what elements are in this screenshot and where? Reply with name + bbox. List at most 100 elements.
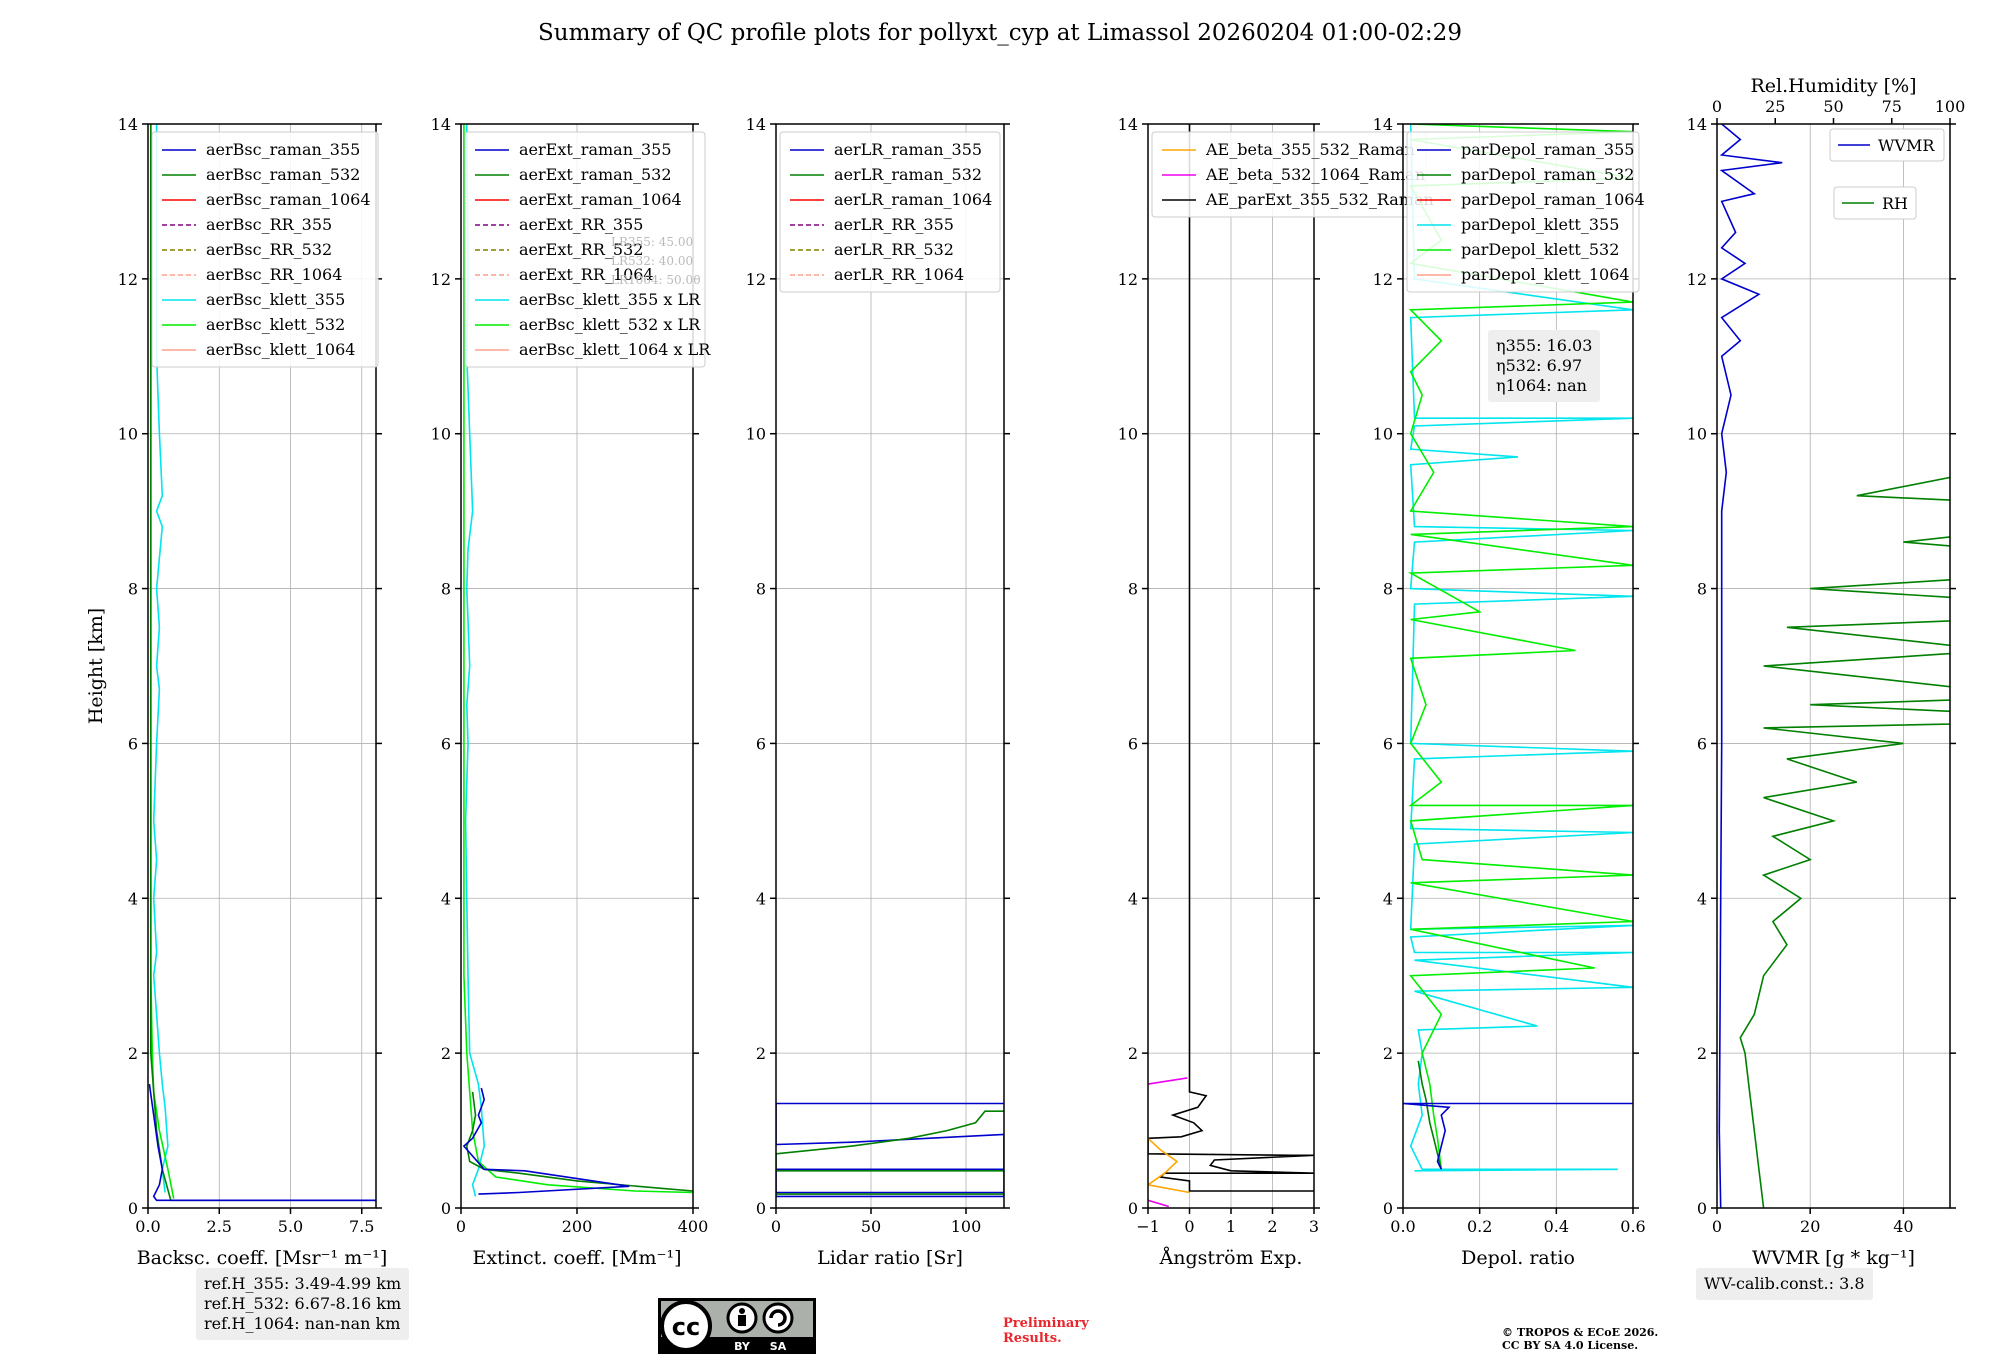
xtick-label: 0.6	[1620, 1217, 1645, 1236]
ytick-label: 0	[1128, 1199, 1138, 1218]
legend-box	[464, 131, 706, 368]
ytick-label: 0	[1383, 1199, 1393, 1218]
xtick-label: 0	[771, 1217, 781, 1236]
axes-frame	[1716, 123, 1951, 1209]
top-xtick-label: 50	[1823, 97, 1843, 116]
legend-entry: aerBsc_RR_355	[206, 215, 332, 234]
copyright-line-1: © TROPOS & ECoE 2026.	[1502, 1326, 1659, 1339]
xtick-label: 0.2	[1467, 1217, 1492, 1236]
ytick-label: 8	[128, 580, 138, 599]
ref-height-1064: ref.H_1064: nan-nan km	[204, 1314, 401, 1333]
x-axis-label: Depol. ratio	[1461, 1247, 1575, 1269]
legend-entry: aerBsc_raman_1064	[206, 190, 371, 209]
eta-annotation-box: η355: 16.03 η532: 6.97 η1064: nan	[1488, 330, 1601, 402]
eta-1064: η1064: nan	[1496, 376, 1587, 395]
legend-entry: WVMR	[1878, 136, 1935, 155]
series-AE_beta_532_1064_Raman_low	[1148, 1199, 1170, 1208]
ytick-label: 6	[756, 734, 766, 753]
ytick-label: 0	[128, 1199, 138, 1218]
legend-entry: aerExt_raman_355	[519, 140, 672, 159]
ytick-label: 4	[441, 889, 451, 908]
legend-entry: parDepol_raman_532	[1461, 165, 1634, 184]
x-axis-label: Backsc. coeff. [Msr⁻¹ m⁻¹]	[137, 1247, 388, 1269]
ytick-label: 0	[441, 1199, 451, 1218]
y-axis-label: Height [km]	[85, 608, 107, 724]
panel-backscatter: 0 2 4 6 8 10 12 14 0.0 2.5 5.0 7.5 Backsc. coeff. [M…	[85, 115, 387, 1269]
legend-entry: parDepol_raman_1064	[1461, 190, 1645, 209]
ytick-label: 12	[746, 270, 766, 289]
ytick-label: 10	[1373, 425, 1393, 444]
x-axis-label: Ångström Exp.	[1159, 1247, 1303, 1269]
legend-entry: AE_beta_532_1064_Raman	[1205, 165, 1425, 184]
legend-entry: aerLR_RR_1064	[834, 265, 964, 284]
preliminary-line-1: Preliminary	[1003, 1316, 1089, 1331]
ytick-label: 8	[1128, 580, 1138, 599]
legend-entry: aerBsc_klett_1064	[206, 340, 355, 359]
xtick-label: 0.4	[1544, 1217, 1569, 1236]
ytick-label: 6	[441, 734, 451, 753]
lidar-ratio-annotation: LR355: 45.00	[611, 235, 693, 249]
series-parDepol_klett_355	[1409, 124, 1633, 1172]
xtick-label: 0.0	[135, 1217, 160, 1236]
series-AE_beta_532_1064_Raman	[1148, 1077, 1188, 1085]
series-aerBsc_klett_355 x LR	[464, 124, 486, 1197]
xtick-label: 0	[1184, 1217, 1194, 1236]
series-aerExt_raman_532	[465, 1091, 693, 1192]
xtick-label: 0.0	[1390, 1217, 1415, 1236]
ytick-label: 12	[1687, 270, 1707, 289]
series-group	[1718, 124, 1950, 1208]
ytick-label: 2	[128, 1044, 138, 1063]
xtick-label: 3	[1309, 1217, 1319, 1236]
top-xtick-label: 100	[1935, 97, 1966, 116]
wv-calibration-box: WV-calib.const.: 3.8	[1696, 1268, 1873, 1300]
xtick-label: 50	[861, 1217, 881, 1236]
axes-frame	[1147, 123, 1315, 1209]
legend-entry: parDepol_klett_1064	[1461, 265, 1630, 284]
xtick-label: 400	[678, 1217, 709, 1236]
top-xtick-label: 75	[1882, 97, 1902, 116]
ytick-label: 8	[441, 580, 451, 599]
xtick-label: 100	[951, 1217, 982, 1236]
xtick-label: 1	[1226, 1217, 1236, 1236]
preliminary-line-2: Results.	[1003, 1331, 1062, 1346]
ytick-label: 14	[746, 115, 766, 134]
axes-frame	[1402, 123, 1634, 1209]
series-aerBsc_raman_532	[150, 124, 376, 1202]
axes-frame	[775, 123, 1005, 1209]
series-aerBsc_klett_355	[152, 124, 169, 1193]
series-group	[148, 124, 376, 1202]
ytick-label: 2	[756, 1044, 766, 1063]
series-aerLR_raman_532	[776, 1110, 1004, 1195]
legend-entry: aerLR_raman_355	[834, 140, 982, 159]
series-AE_beta_355_532_Raman	[1148, 1137, 1190, 1194]
ytick-label: 12	[1373, 270, 1393, 289]
series-aerExt_raman_355	[462, 1087, 630, 1195]
legend-entry: aerLR_raman_1064	[834, 190, 992, 209]
xtick-label: 2	[1267, 1217, 1277, 1236]
legend-entry: aerExt_RR_355	[519, 215, 643, 234]
xtick-label: 2.5	[207, 1217, 232, 1236]
x-axis-label: Lidar ratio [Sr]	[817, 1247, 963, 1269]
ytick-label: 14	[1373, 115, 1393, 134]
cc-license-badge[interactable]: cc BY SA	[658, 1298, 816, 1354]
sa-label: SA	[770, 1340, 787, 1353]
legend-entry: aerBsc_raman_532	[206, 165, 360, 184]
series-group	[1148, 124, 1314, 1208]
legend-entry: AE_parExt_355_532_Raman	[1205, 190, 1434, 209]
legend-entry: aerExt_raman_1064	[519, 190, 682, 209]
ytick-label: 6	[1128, 734, 1138, 753]
legend-entry: aerExt_RR_1064	[519, 265, 654, 284]
sa-icon-arc	[769, 1309, 787, 1327]
ytick-label: 12	[118, 270, 138, 289]
ytick-label: 10	[746, 425, 766, 444]
sa-sharealike-icon	[762, 1302, 794, 1334]
legend-box	[779, 131, 1001, 293]
reference-height-box: ref.H_355: 3.49-4.99 km ref.H_532: 6.67-…	[196, 1268, 410, 1340]
ytick-label: 10	[431, 425, 451, 444]
xtick-label: 5.0	[278, 1217, 303, 1236]
ytick-label: 8	[756, 580, 766, 599]
ref-height-532: ref.H_532: 6.67-8.16 km	[204, 1294, 402, 1313]
legend-entry: aerBsc_klett_532	[206, 315, 345, 334]
